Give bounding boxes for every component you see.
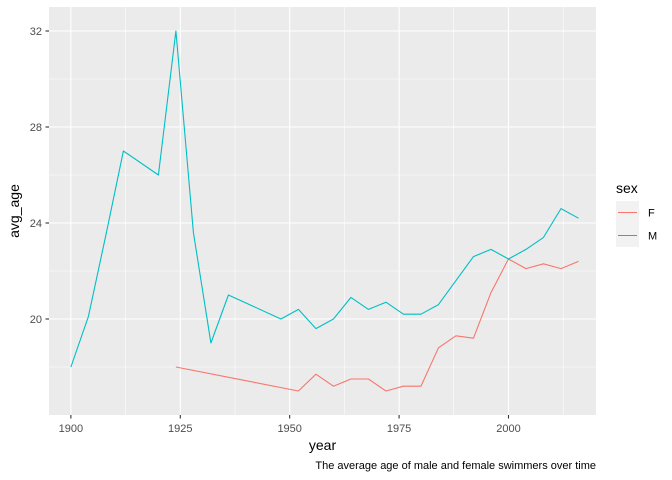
series-line-F: [175, 258, 579, 392]
legend-items: FM: [616, 201, 657, 247]
plot-panel: [49, 7, 596, 415]
axis-ticks: [45, 30, 510, 419]
series-line-M: [70, 30, 579, 368]
x-tick-label: 1950: [277, 423, 301, 435]
major-gridlines: [49, 7, 596, 415]
minor-gridlines: [49, 7, 596, 415]
y-tick-label: 32: [30, 26, 42, 38]
y-tick-label: 28: [30, 122, 42, 134]
x-tick-label: 2000: [496, 423, 520, 435]
y-tick-label: 20: [30, 314, 42, 326]
y-axis-tick-labels: 20 24 28 32: [30, 26, 42, 326]
legend-label-F: F: [648, 208, 655, 220]
series-lines: [70, 30, 579, 392]
legend-label-M: M: [648, 231, 657, 243]
chart-caption: The average age of male and female swimm…: [315, 460, 596, 472]
x-tick-label: 1900: [59, 423, 83, 435]
y-tick-label: 24: [30, 218, 42, 230]
x-tick-label: 1925: [168, 423, 192, 435]
x-tick-label: 1975: [387, 423, 411, 435]
legend: sex FM: [616, 180, 657, 247]
x-axis-tick-labels: 1900 1925 1950 1975 2000: [59, 423, 521, 435]
y-axis-title: avg_age: [6, 184, 22, 238]
x-axis-title: year: [309, 437, 337, 453]
legend-title: sex: [616, 180, 638, 196]
